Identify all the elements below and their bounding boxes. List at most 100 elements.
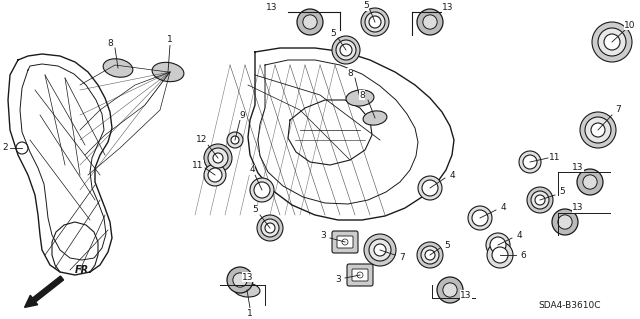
Text: 4: 4 [249,166,255,174]
Circle shape [261,219,279,237]
Circle shape [552,209,578,235]
Circle shape [332,36,360,64]
Circle shape [213,153,223,163]
Circle shape [265,223,275,233]
Text: 5: 5 [330,28,336,38]
Text: 8: 8 [107,40,113,48]
Circle shape [231,136,239,144]
Circle shape [422,180,438,196]
Circle shape [417,9,443,35]
Circle shape [227,132,243,148]
Circle shape [257,215,283,241]
FancyArrow shape [24,276,63,308]
Circle shape [592,22,632,62]
Circle shape [487,242,513,268]
Ellipse shape [234,283,260,297]
Circle shape [204,144,232,172]
Text: 5: 5 [444,241,450,249]
Text: 13: 13 [460,291,472,300]
Text: 5: 5 [559,188,565,197]
Circle shape [598,28,626,56]
Circle shape [468,206,492,230]
Circle shape [527,187,553,213]
Text: 4: 4 [500,203,506,211]
Circle shape [585,117,611,143]
Circle shape [577,169,603,195]
Text: 8: 8 [359,91,365,100]
Text: FR.: FR. [75,265,93,275]
Circle shape [580,112,616,148]
Text: 4: 4 [516,231,522,240]
Ellipse shape [346,90,374,106]
Text: 8: 8 [347,69,353,78]
Text: 11: 11 [192,160,204,169]
Text: 13: 13 [442,4,454,12]
Circle shape [208,168,222,182]
Circle shape [531,191,549,209]
Circle shape [437,277,463,303]
Text: 13: 13 [572,162,584,172]
Circle shape [374,244,386,256]
Circle shape [303,15,317,29]
Circle shape [425,250,435,260]
Text: 5: 5 [252,205,258,214]
Circle shape [486,233,510,257]
Circle shape [357,272,363,278]
Circle shape [604,34,620,50]
Text: 5: 5 [363,2,369,11]
Circle shape [204,164,226,186]
Circle shape [365,12,385,32]
FancyBboxPatch shape [337,236,353,248]
Circle shape [443,283,457,297]
Text: SDA4-B3610C: SDA4-B3610C [539,300,601,309]
Circle shape [558,215,572,229]
Ellipse shape [363,111,387,125]
Circle shape [423,15,437,29]
Circle shape [336,40,356,60]
Text: 7: 7 [399,253,405,262]
Circle shape [417,242,443,268]
Circle shape [583,175,597,189]
Text: 4: 4 [449,170,455,180]
Circle shape [364,234,396,266]
FancyBboxPatch shape [347,264,373,286]
Circle shape [535,195,545,205]
Text: 13: 13 [572,204,584,212]
Circle shape [490,237,506,253]
Circle shape [519,151,541,173]
Circle shape [418,176,442,200]
Text: 13: 13 [266,4,278,12]
Text: 1: 1 [167,35,173,44]
Ellipse shape [152,62,184,82]
Circle shape [361,8,389,36]
Text: 3: 3 [335,276,341,285]
Text: 6: 6 [520,250,526,259]
Text: 1: 1 [247,308,253,317]
Circle shape [227,267,253,293]
Text: 12: 12 [196,136,208,145]
Text: 2: 2 [2,144,8,152]
Circle shape [591,123,605,137]
Circle shape [369,16,381,28]
Text: 10: 10 [624,20,636,29]
Circle shape [472,210,488,226]
Circle shape [208,148,228,168]
Circle shape [250,178,274,202]
Circle shape [233,273,247,287]
Circle shape [297,9,323,35]
Ellipse shape [103,59,133,77]
Circle shape [421,246,439,264]
Text: 9: 9 [239,110,245,120]
Text: 11: 11 [549,152,561,161]
FancyBboxPatch shape [332,231,358,253]
Text: 7: 7 [615,106,621,115]
Circle shape [492,247,508,263]
Text: 3: 3 [320,232,326,241]
Text: 13: 13 [243,272,253,281]
Circle shape [342,239,348,245]
Circle shape [369,239,391,261]
FancyBboxPatch shape [352,269,368,281]
Circle shape [523,155,537,169]
Circle shape [254,182,270,198]
Circle shape [340,44,352,56]
